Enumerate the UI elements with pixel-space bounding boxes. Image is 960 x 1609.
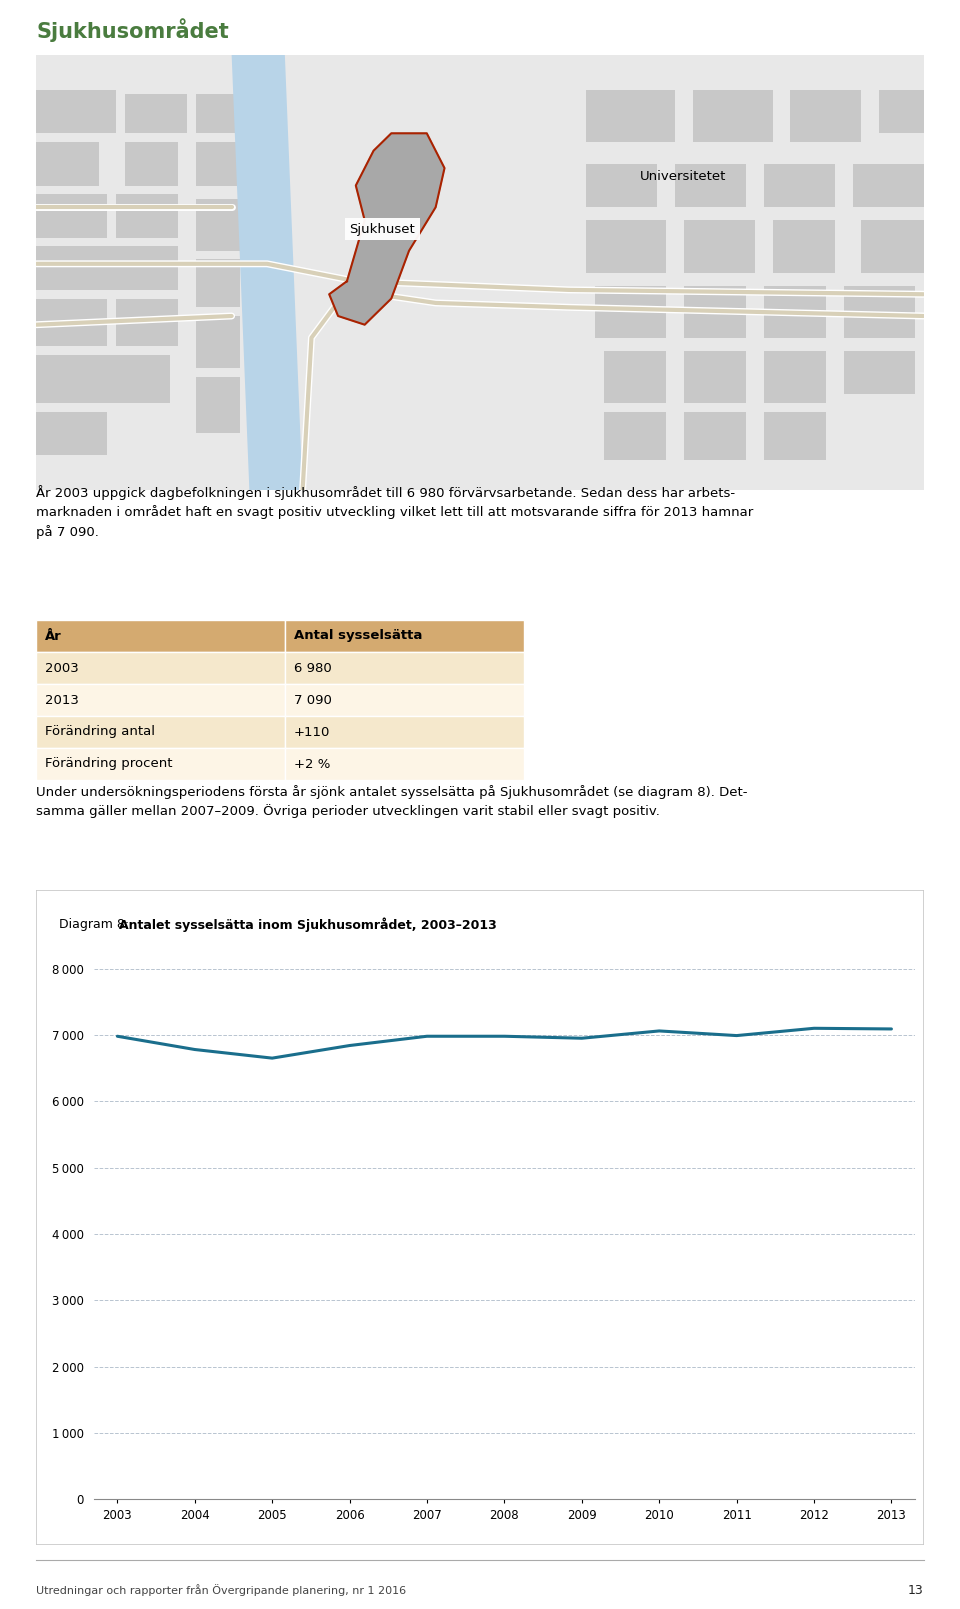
Bar (116, 299, 179, 346)
Text: 2013: 2013 (45, 693, 80, 706)
Bar (764, 351, 826, 402)
Bar (116, 195, 179, 238)
Bar (285, 716, 524, 748)
Text: Diagram 8:: Diagram 8: (59, 917, 132, 930)
Bar (36, 412, 108, 455)
Bar (675, 164, 746, 208)
Polygon shape (231, 55, 302, 491)
Bar (196, 315, 241, 368)
Bar (773, 220, 835, 272)
Bar (36, 246, 116, 290)
Text: År: År (45, 629, 62, 642)
Text: Förändring procent: Förändring procent (45, 758, 173, 771)
Bar (36, 748, 285, 780)
Text: Under undersökningsperiodens första år sjönk antalet sysselsätta på Sjukhusområd: Under undersökningsperiodens första år s… (36, 785, 748, 819)
Bar (595, 285, 666, 338)
Bar (587, 90, 675, 142)
Bar (36, 652, 285, 684)
Text: +110: +110 (294, 726, 330, 739)
Bar (36, 299, 108, 346)
Text: Antalet sysselsätta inom Sjukhusområdet, 2003–2013: Antalet sysselsätta inom Sjukhusområdet,… (119, 917, 497, 932)
Bar (125, 95, 187, 134)
Bar (604, 351, 666, 402)
Bar (116, 356, 170, 402)
Bar (36, 619, 285, 652)
Text: År 2003 uppgick dagbefolkningen i sjukhusområdet till 6 980 förvärvsarbetande. S: År 2003 uppgick dagbefolkningen i sjukhu… (36, 484, 754, 539)
Bar (36, 90, 116, 134)
Text: 2003: 2003 (45, 661, 79, 674)
Bar (844, 285, 915, 338)
Bar (684, 285, 746, 338)
Bar (36, 684, 285, 716)
Bar (285, 619, 524, 652)
Bar (693, 90, 773, 142)
Bar (285, 652, 524, 684)
Bar (196, 259, 241, 307)
Text: Antal sysselsätta: Antal sysselsätta (294, 629, 422, 642)
Bar (196, 198, 241, 251)
Bar (684, 412, 746, 460)
Bar (116, 246, 179, 290)
Bar (844, 351, 915, 394)
Bar (36, 142, 99, 185)
Text: 6 980: 6 980 (294, 661, 331, 674)
Bar (684, 351, 746, 402)
Bar (879, 90, 924, 134)
Bar (764, 164, 835, 208)
Bar (587, 164, 658, 208)
Bar (764, 285, 826, 338)
Bar (285, 684, 524, 716)
Text: +2 %: +2 % (294, 758, 330, 771)
Bar (125, 142, 179, 185)
Text: 13: 13 (908, 1583, 924, 1596)
Bar (790, 90, 861, 142)
Bar (861, 220, 924, 272)
Bar (36, 195, 108, 238)
Text: Universitetet: Universitetet (639, 171, 726, 183)
Text: 7 090: 7 090 (294, 693, 331, 706)
Text: Sjukhusområdet: Sjukhusområdet (36, 18, 229, 42)
Bar (196, 142, 241, 185)
Bar (36, 716, 285, 748)
Bar (852, 164, 924, 208)
Bar (196, 95, 250, 134)
Text: Förändring antal: Förändring antal (45, 726, 156, 739)
Bar (587, 220, 666, 272)
Text: Sjukhuset: Sjukhuset (349, 222, 416, 235)
Text: Utredningar och rapporter från Övergripande planering, nr 1 2016: Utredningar och rapporter från Övergripa… (36, 1583, 407, 1596)
Bar (604, 412, 666, 460)
Bar (764, 412, 826, 460)
Bar (684, 220, 755, 272)
Polygon shape (329, 134, 444, 325)
Bar (285, 748, 524, 780)
Bar (196, 377, 241, 433)
Bar (36, 356, 116, 402)
